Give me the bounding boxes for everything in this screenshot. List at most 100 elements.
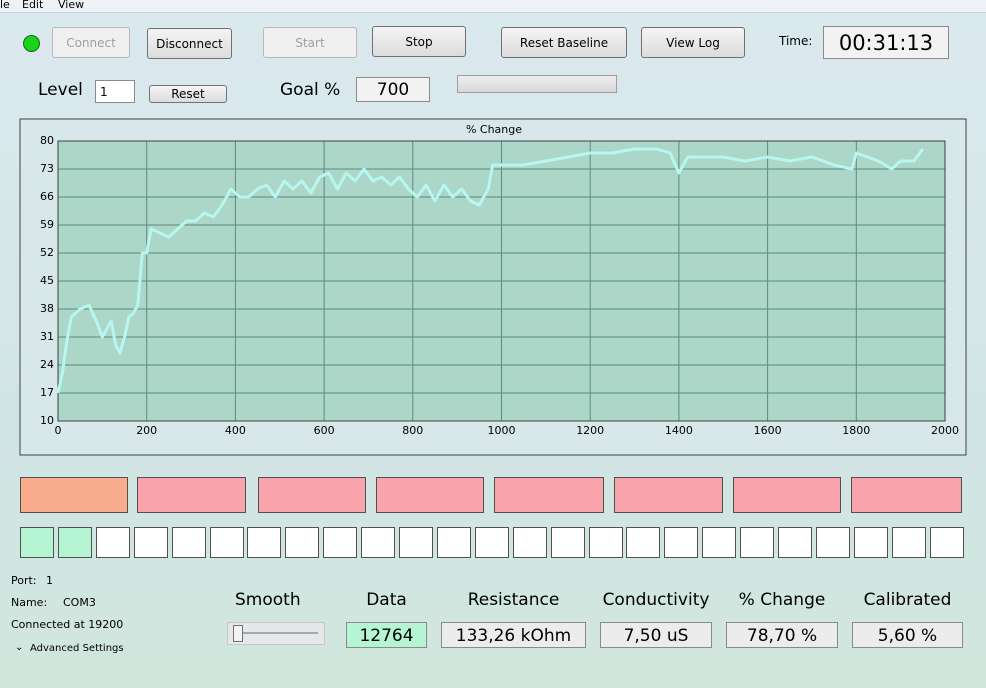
step-box <box>664 527 699 558</box>
step-box <box>778 527 812 558</box>
y-tick-label: 80 <box>40 134 54 147</box>
readout-value: 133,26 kOhm <box>441 622 586 648</box>
y-tick-label: 10 <box>40 414 54 427</box>
name-value: COM3 <box>63 596 96 609</box>
y-tick-label: 66 <box>40 190 54 203</box>
step-box <box>853 527 888 558</box>
x-tick-label: 1400 <box>665 424 693 437</box>
y-tick-label: 38 <box>40 302 54 315</box>
y-tick-label: 73 <box>40 162 54 175</box>
readout-label: Data <box>366 590 407 610</box>
smooth-label: Smooth <box>235 590 301 610</box>
step-box <box>399 527 433 558</box>
step-box <box>361 527 396 558</box>
y-tick-label: 59 <box>40 218 54 231</box>
status-led <box>23 35 40 52</box>
step-box <box>550 527 585 558</box>
level-block <box>376 477 484 513</box>
slider-track <box>234 632 318 634</box>
level-block <box>851 477 962 513</box>
x-tick-label: 800 <box>402 424 423 437</box>
step-box <box>57 527 92 558</box>
readout-value: 78,70 % <box>726 622 838 648</box>
plot-border <box>57 140 946 422</box>
start-button[interactable]: Start <box>263 27 357 58</box>
readout-value: 5,60 % <box>852 622 963 648</box>
level-label: Level <box>38 80 83 100</box>
readout-label: Resistance <box>467 590 560 610</box>
smooth-slider[interactable] <box>227 622 325 645</box>
x-tick-label: 200 <box>136 424 157 437</box>
level-block <box>20 477 128 513</box>
x-tick-label: 1800 <box>842 424 870 437</box>
chart-title: % Change <box>466 123 522 136</box>
x-tick-label: 0 <box>55 424 62 437</box>
step-box <box>436 527 471 558</box>
advanced-settings[interactable]: Advanced Settings <box>30 643 124 654</box>
step-box <box>891 527 926 558</box>
stop-button[interactable]: Stop <box>372 26 466 57</box>
y-tick-label: 17 <box>40 386 54 399</box>
step-box <box>474 527 509 558</box>
step-box <box>815 527 850 558</box>
goal-display: 700 <box>356 77 430 102</box>
progress-bar <box>457 75 617 93</box>
x-tick-label: 400 <box>225 424 246 437</box>
step-box <box>588 527 623 558</box>
step-box <box>929 527 964 558</box>
step-box <box>171 527 206 558</box>
y-tick-label: 24 <box>40 358 54 371</box>
time-display: 00:31:13 <box>823 26 949 59</box>
level-block <box>494 477 604 513</box>
step-box <box>133 527 168 558</box>
step-box <box>247 527 282 558</box>
disconnect-button[interactable]: Disconnect <box>147 28 232 59</box>
menu-item[interactable]: View <box>58 0 85 11</box>
name-label: Name: <box>11 596 48 609</box>
readout-label: Conductivity <box>602 590 710 610</box>
view-log-button[interactable]: View Log <box>641 27 745 58</box>
readout-value: 12764 <box>346 622 427 648</box>
slider-thumb[interactable] <box>233 625 243 642</box>
time-label: Time: <box>779 34 813 48</box>
advanced-chevron[interactable]: ⌄ <box>15 642 24 653</box>
x-tick-label: 1600 <box>754 424 782 437</box>
level-block <box>258 477 366 513</box>
step-box <box>740 527 775 558</box>
x-tick-label: 1000 <box>488 424 516 437</box>
level-reset-button[interactable]: Reset <box>149 85 227 103</box>
connection-status: Connected at 19200 <box>11 618 124 631</box>
step-box <box>285 527 320 558</box>
step-box <box>95 527 130 558</box>
x-tick-label: 600 <box>314 424 335 437</box>
step-box <box>20 527 54 558</box>
port-value: 1 <box>46 574 53 587</box>
x-tick-label: 1200 <box>576 424 604 437</box>
menu-item[interactable]: le <box>0 0 10 11</box>
menu-item[interactable]: Edit <box>22 0 44 11</box>
y-tick-label: 45 <box>40 274 54 287</box>
connect-button[interactable]: Connect <box>52 27 130 58</box>
y-tick-label: 31 <box>40 330 54 343</box>
reset-baseline-button[interactable]: Reset Baseline <box>501 27 627 58</box>
y-tick-label: 52 <box>40 246 54 259</box>
readout-value: 7,50 uS <box>600 622 712 648</box>
step-box <box>323 527 358 558</box>
step-box <box>512 527 547 558</box>
level-block <box>137 477 246 513</box>
menu-bar: le Edit View <box>0 0 986 13</box>
level-block <box>733 477 841 513</box>
readout-label: % Change <box>738 590 826 610</box>
port-label: Port: <box>11 574 37 587</box>
data-line <box>56 147 925 394</box>
level-input[interactable]: 1 <box>95 80 135 103</box>
readout-label: Calibrated <box>863 590 952 610</box>
step-box <box>209 527 244 558</box>
step-box <box>626 527 661 558</box>
goal-label: Goal % <box>280 80 341 100</box>
x-tick-label: 2000 <box>931 424 959 437</box>
step-box <box>702 527 737 558</box>
level-block <box>614 477 723 513</box>
